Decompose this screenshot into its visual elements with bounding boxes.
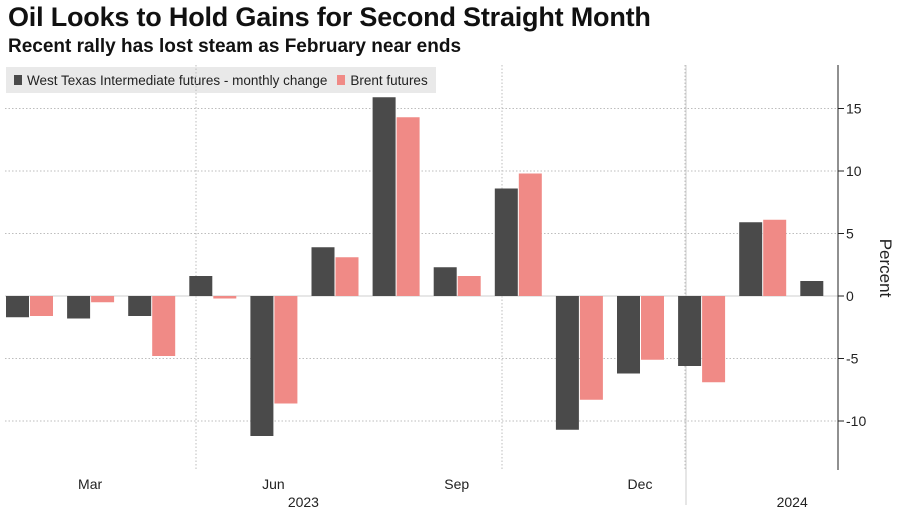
y-tick-label: -10 xyxy=(846,413,866,429)
bar-brent-2023-10 xyxy=(518,173,542,296)
y-tick-label: 15 xyxy=(846,101,862,117)
bar-wti-2024-01 xyxy=(678,296,702,366)
bar-brent-2024-01 xyxy=(702,296,726,383)
legend-item-wti: West Texas Intermediate futures - monthl… xyxy=(14,73,327,88)
bar-brent-2023-12 xyxy=(641,296,664,360)
y-axis-title: Percent xyxy=(876,239,895,298)
x-tick-label: Jun xyxy=(262,476,285,492)
bar-wti-2023-11 xyxy=(555,296,579,430)
bar-wti-2023-04 xyxy=(128,296,152,316)
chart-legend: West Texas Intermediate futures - monthl… xyxy=(6,67,436,93)
bar-brent-2023-04 xyxy=(152,296,176,356)
chart-subtitle: Recent rally has lost steam as February … xyxy=(8,36,462,57)
x-tick-label: Mar xyxy=(78,476,102,492)
bar-brent-2023-02 xyxy=(30,296,53,316)
bar-wti-latest xyxy=(800,281,824,296)
bar-brent-2023-08 xyxy=(396,117,420,296)
legend-label-brent: Brent futures xyxy=(350,72,428,88)
chart-title: Oil Looks to Hold Gains for Second Strai… xyxy=(8,2,651,32)
x-year-label: 2024 xyxy=(777,494,808,510)
bar-brent-2023-09 xyxy=(457,276,481,296)
bar-wti-2023-12 xyxy=(617,296,640,374)
legend-item-brent: Brent futures xyxy=(337,72,428,88)
x-tick-label: Sep xyxy=(444,476,469,492)
x-year-label: 2023 xyxy=(288,494,319,510)
x-tick-label: Dec xyxy=(628,476,653,492)
bar-brent-2023-03 xyxy=(91,296,115,303)
bar-brent-2023-06 xyxy=(274,296,298,404)
bar-wti-2023-05 xyxy=(189,276,213,296)
bar-wti-2024-02 xyxy=(739,222,763,296)
bar-brent-2023-07 xyxy=(335,257,359,296)
y-tick-label: 5 xyxy=(846,226,854,242)
bar-wti-2023-02 xyxy=(6,296,29,318)
y-tick-label: 10 xyxy=(846,163,862,179)
y-tick-label: 0 xyxy=(846,288,854,304)
bar-wti-2023-09 xyxy=(433,267,457,296)
bar-brent-2024-02 xyxy=(763,219,787,296)
bar-wti-2023-07 xyxy=(311,247,335,296)
bar-wti-2023-06 xyxy=(250,296,274,436)
bar-brent-2023-05 xyxy=(213,296,237,299)
legend-swatch-brent xyxy=(337,75,346,85)
y-tick-label: -5 xyxy=(846,351,859,367)
legend-swatch-wti xyxy=(14,75,22,85)
bar-brent-2023-11 xyxy=(579,296,603,400)
bar-wti-2023-08 xyxy=(372,97,396,296)
legend-label-wti: West Texas Intermediate futures - monthl… xyxy=(27,72,328,88)
bar-wti-2023-03 xyxy=(67,296,91,319)
bar-wti-2023-10 xyxy=(494,188,518,296)
